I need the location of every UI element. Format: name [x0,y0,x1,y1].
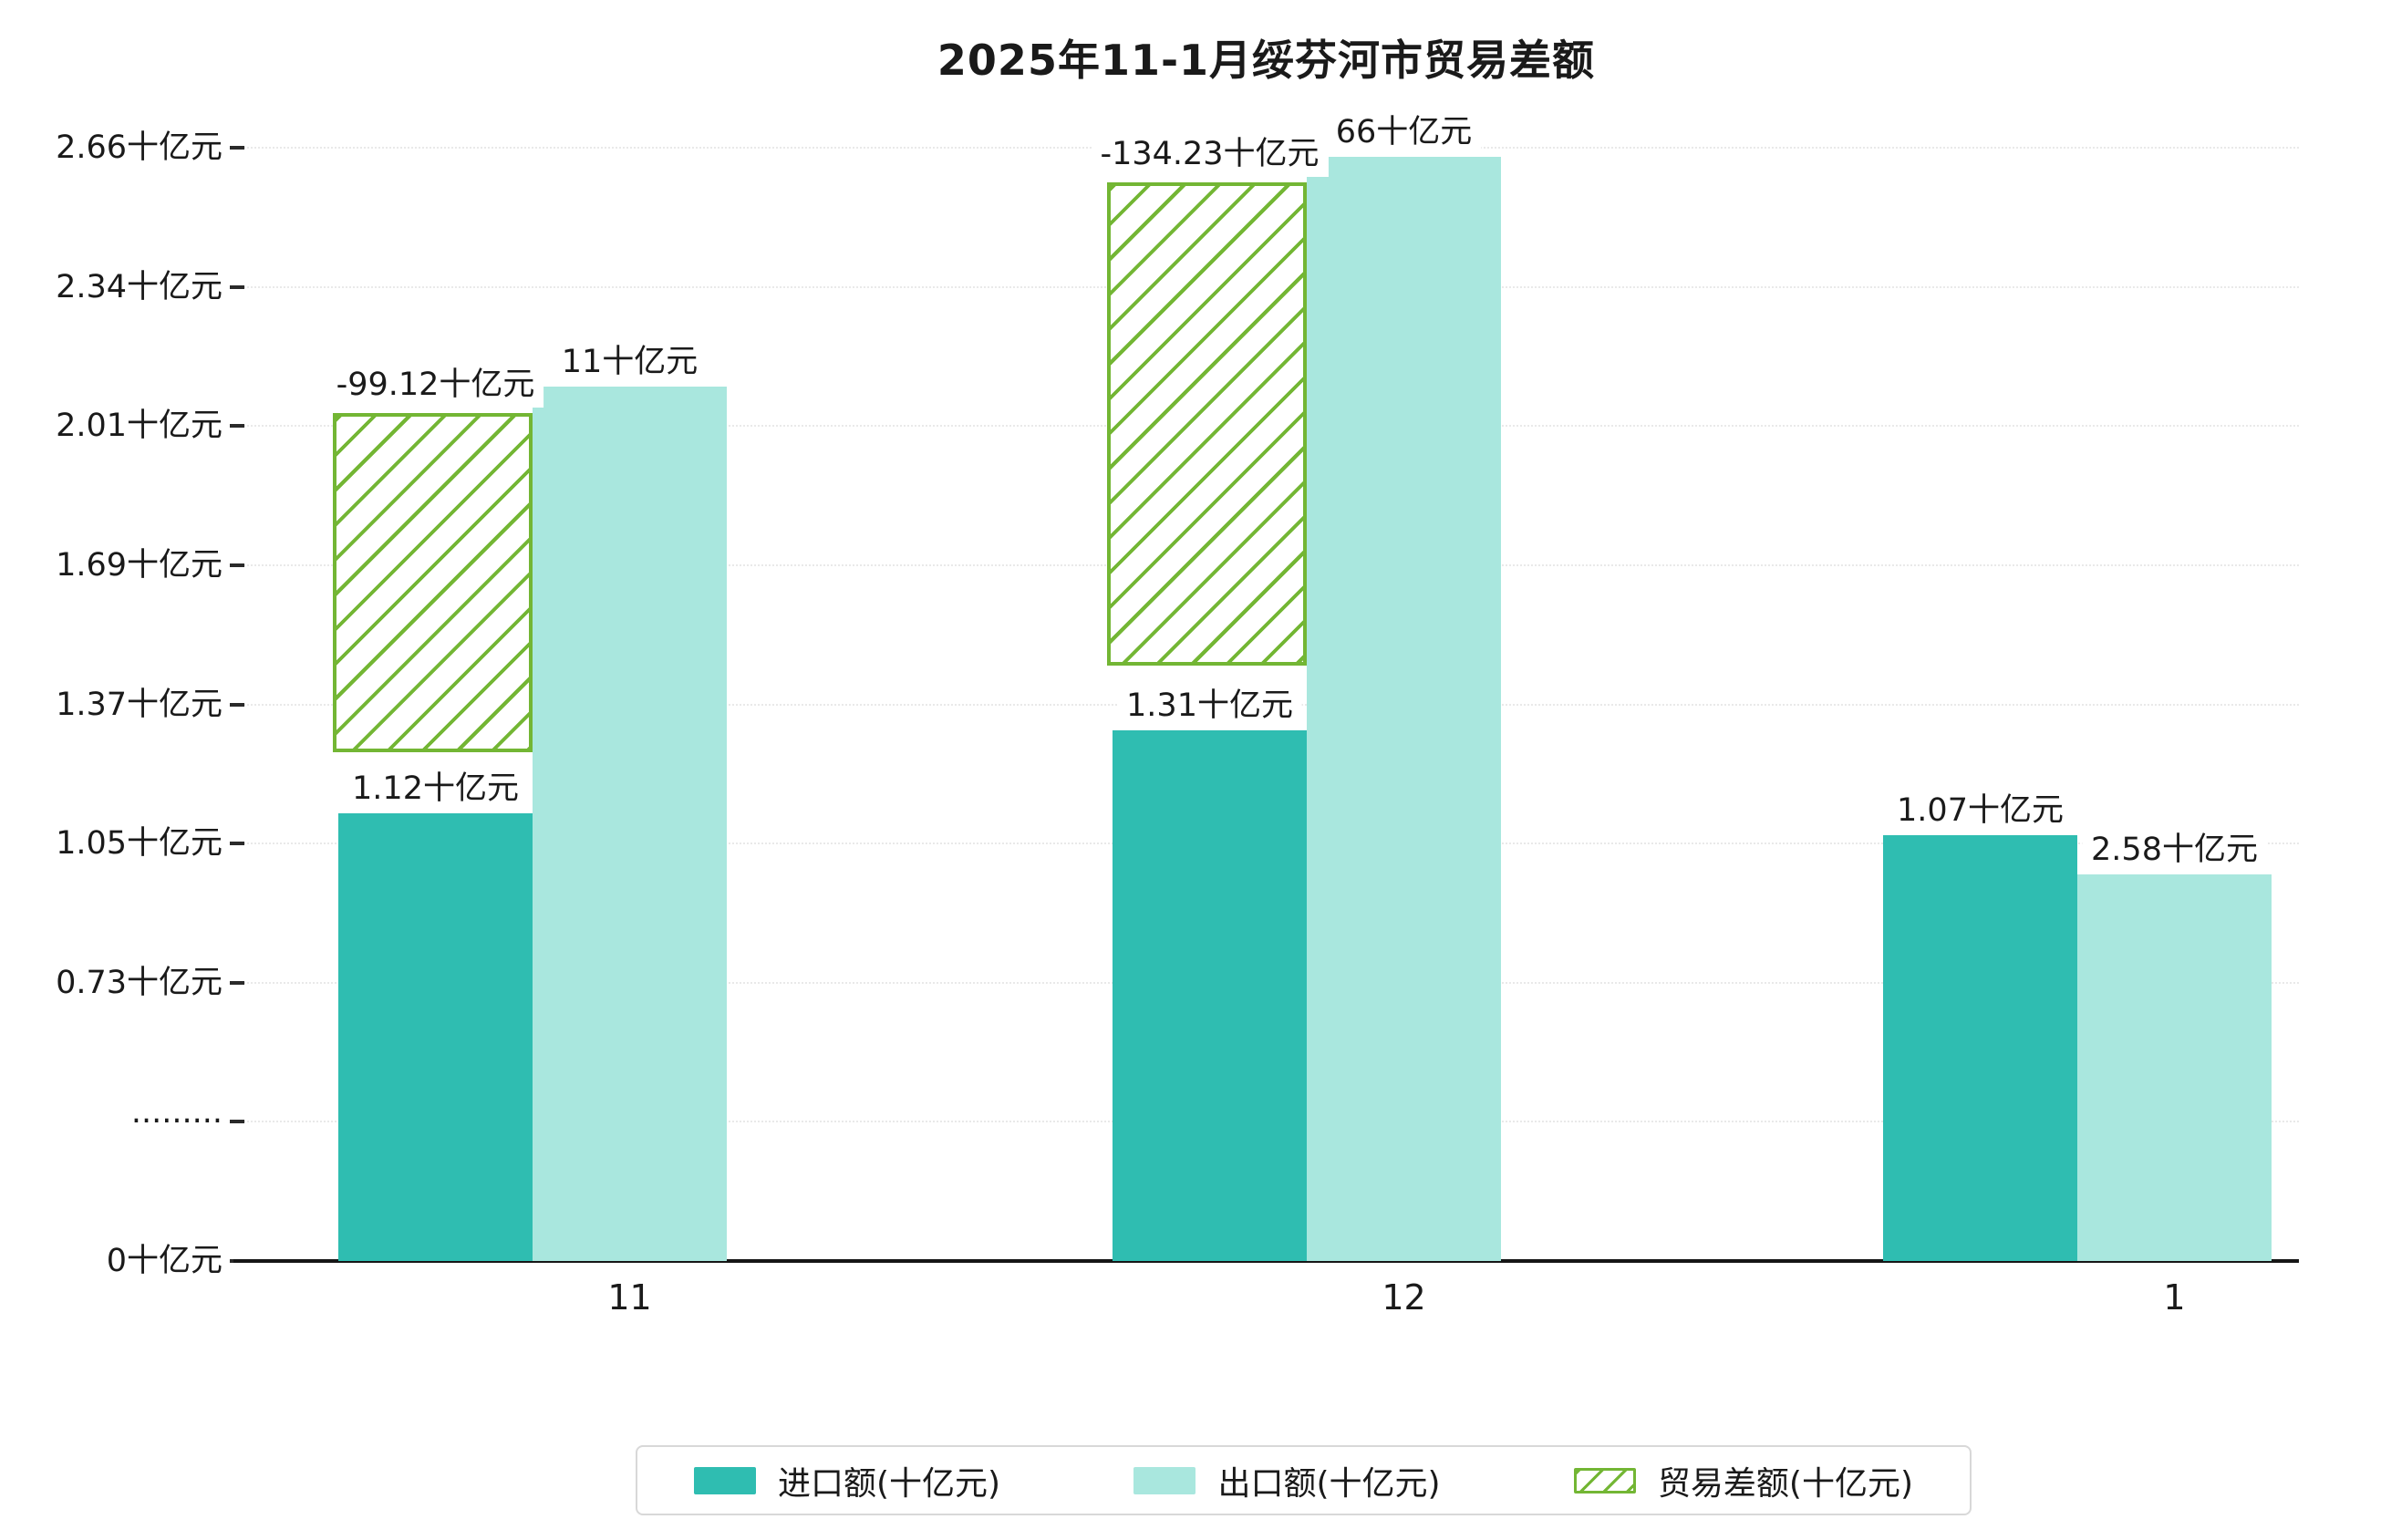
export-value-label: 2.58十亿元 [2082,826,2267,873]
chart-title: 2025年11-1月绥芬河市贸易差额 [937,36,1596,85]
import-bar [338,812,533,1261]
import-legend-swatch-icon [694,1466,756,1494]
trade-diff-bar [1107,182,1307,666]
import-bar [1113,730,1307,1261]
legend-label-export: 出口额(十亿元) [1217,1464,1441,1503]
legend-item-trade-diff: 贸易差额(十亿元) [1573,1457,1913,1504]
trade-diff-bar [333,413,533,753]
import-value-label: 1.07十亿元 [1888,787,2073,833]
x-tick-label: 1 [2163,1277,2186,1318]
export-bar [533,387,727,1261]
import-value-label: 1.12十亿元 [343,765,528,811]
y-tick-mark-icon [230,146,244,150]
y-tick-mark-icon [230,424,244,429]
x-axis-line [233,1259,2299,1263]
y-tick-mark-icon [230,284,244,289]
y-tick-mark-icon [230,702,244,707]
y-tick-label: 0十亿元 [106,1243,223,1279]
y-tick-label: 2.01十亿元 [56,408,223,445]
export-value-label: 11十亿元 [552,339,708,386]
export-bar [1307,156,1501,1261]
legend-label-import: 进口额(十亿元) [778,1464,1001,1503]
y-tick-mark-icon [230,980,244,985]
y-tick-label: 1.69十亿元 [56,547,223,584]
legend-item-import: 进口额(十亿元) [694,1457,1000,1504]
export-value-label: 66十亿元 [1326,109,1482,155]
y-tick-mark-icon [230,563,244,567]
y-tick-label: 0.73十亿元 [56,964,223,1001]
import-value-label: 1.31十亿元 [1117,683,1302,729]
trade-diff-value-label: -99.12十亿元 [326,362,544,408]
legend-item-export: 出口额(十亿元) [1133,1457,1441,1504]
y-tick-mark-icon [230,842,244,846]
y-tick-mark-icon [230,1120,244,1124]
trade-diff-value-label: -134.23十亿元 [1091,131,1329,178]
x-tick-label: 11 [607,1277,652,1318]
legend: 进口额(十亿元) 出口额(十亿元) 贸易差额(十亿元) [636,1445,1972,1515]
x-tick-label: 12 [1382,1277,1426,1318]
y-tick-label: 1.05十亿元 [56,825,223,863]
import-bar [1883,834,2077,1261]
trade-diff-legend-swatch-icon [1573,1467,1636,1493]
legend-label-trade-diff: 贸易差额(十亿元) [1657,1464,1913,1503]
y-tick-label: ········· [130,1103,223,1141]
y-tick-label: 2.66十亿元 [56,129,223,167]
y-tick-label: 2.34十亿元 [56,268,223,305]
export-bar [2077,873,2272,1261]
y-tick-label: 1.37十亿元 [56,686,223,723]
export-legend-swatch-icon [1133,1466,1196,1494]
